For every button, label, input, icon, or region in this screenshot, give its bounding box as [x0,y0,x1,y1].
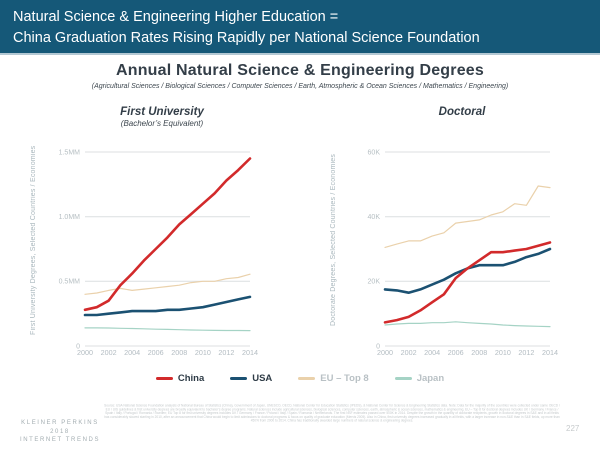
svg-text:0: 0 [376,343,380,350]
brand-line-3: INTERNET TRENDS [19,437,101,443]
page-number: 227 [566,424,580,433]
svg-text:2012: 2012 [518,348,534,357]
legend-item-usa: USA [230,373,272,384]
legend-label: USA [252,373,273,384]
banner-line-2: China Graduation Rates Rising Rapidly pe… [13,30,480,46]
slide-title: Annual Natural Science & Engineering Deg… [115,62,484,79]
chart-title-wrap: First University (Bachelor’s Equivalent) [47,106,277,128]
y-axis-title: Doctorate Degrees, Selected Countries / … [330,153,337,327]
line-chart-doctoral: 0 20K 40K 60K 2000 2002 2004 2006 2008 2010 2012 20… [368,149,558,357]
svg-text:2010: 2010 [495,348,511,357]
kleiner-perkins-brand: KLEINER PERKINS 2018 INTERNET TRENDS [8,419,112,445]
svg-text:2008: 2008 [171,348,187,357]
svg-text:1.0MM: 1.0MM [59,214,81,221]
svg-text:2000: 2000 [377,348,393,357]
source-footnote: Source: USA National Science Foundation … [104,404,560,423]
chart-first-university: First University (Bachelor’s Equivalent)… [30,106,290,368]
legend-item-japan: Japan [394,373,445,384]
legend-item-china: China [155,373,205,384]
chart-title-wrap: Doctoral [347,106,577,119]
svg-text:2002: 2002 [101,348,117,357]
brand-line-1: KLEINER PERKINS [21,420,99,426]
svg-text:2012: 2012 [218,348,234,357]
legend-dash [298,377,316,380]
chart-subtitle: (Bachelor’s Equivalent) [120,119,204,128]
svg-text:2010: 2010 [195,348,211,357]
svg-text:1.5MM: 1.5MM [59,149,81,156]
legend-dash [394,377,412,380]
line-chart-first-university: 0 0.5MM 1.0MM 1.5MM 2000 2002 2004 2006 2008 2010… [59,149,258,357]
svg-text:2004: 2004 [424,348,440,357]
svg-text:2008: 2008 [471,348,487,357]
legend-item-eu-top8: EU – Top 8 [298,373,369,384]
svg-text:2004: 2004 [124,348,140,357]
svg-text:2014: 2014 [542,348,558,357]
svg-text:2002: 2002 [401,348,417,357]
brand-line-2: 2018 [50,428,70,435]
svg-text:2000: 2000 [77,348,93,357]
y-axis-title: First University Degrees, Selected Count… [30,145,37,335]
legend-dash [230,377,248,380]
chart-doctoral: Doctoral Doctorate Degrees, Selected Cou… [330,106,590,368]
legend-label: EU – Top 8 [320,373,369,384]
banner-line-1: Natural Science & Engineering Higher Edu… [13,9,339,25]
svg-text:20K: 20K [368,279,381,286]
legend-dash [155,377,173,380]
slide-subtitle: (Agricultural Sciences / Biological Scie… [91,83,509,90]
legend-label: Japan [416,373,445,384]
chart-title: First University [120,106,204,118]
chart-title: Doctoral [438,106,486,118]
svg-text:2006: 2006 [448,348,464,357]
svg-text:0: 0 [76,343,80,350]
svg-text:40K: 40K [368,214,381,221]
header-banner: Natural Science & Engineering Higher Edu… [0,0,600,55]
svg-text:0.5MM: 0.5MM [59,279,81,286]
svg-text:2006: 2006 [148,348,164,357]
chart-legend: China USA EU – Top 8 Japan [0,373,600,384]
legend-label: China [177,373,205,384]
svg-text:60K: 60K [368,149,381,156]
svg-text:2014: 2014 [242,348,258,357]
